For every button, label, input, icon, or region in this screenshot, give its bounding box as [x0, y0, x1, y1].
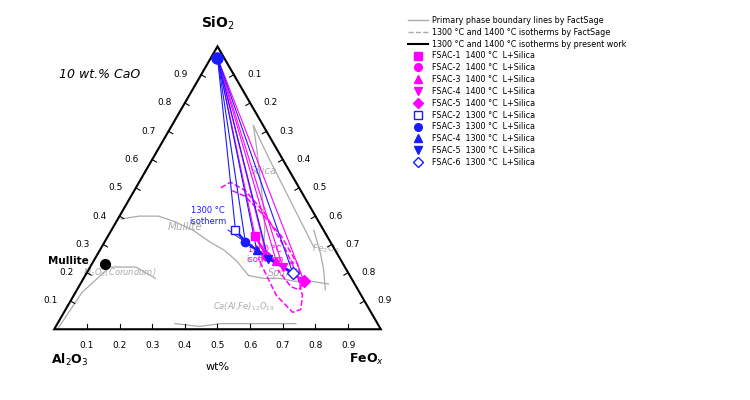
- Text: 0.7: 0.7: [345, 240, 359, 249]
- Text: 0.8: 0.8: [308, 341, 322, 350]
- Text: 0.4: 0.4: [296, 155, 310, 164]
- Text: 0.3: 0.3: [145, 341, 159, 350]
- Text: 0.1: 0.1: [43, 296, 58, 306]
- Text: 0.3: 0.3: [280, 127, 294, 136]
- Text: Fe$_2$O$_3$: Fe$_2$O$_3$: [312, 242, 340, 254]
- Text: 1400 °C
isotherm: 1400 °C isotherm: [246, 245, 294, 264]
- Text: Al$_2$O$_3$: Al$_2$O$_3$: [51, 352, 88, 368]
- Text: 0.1: 0.1: [247, 70, 261, 79]
- Text: 0.7: 0.7: [276, 341, 290, 350]
- Text: Ca(Al,Fe)$_{12}$O$_{19}$: Ca(Al,Fe)$_{12}$O$_{19}$: [213, 300, 274, 313]
- Text: 0.8: 0.8: [158, 98, 172, 108]
- Text: Mullite: Mullite: [48, 256, 88, 266]
- Text: Silica: Silica: [250, 166, 277, 176]
- Text: 0.3: 0.3: [76, 240, 90, 249]
- Text: 0.4: 0.4: [178, 341, 192, 350]
- Text: 0.8: 0.8: [362, 268, 376, 277]
- Text: 0.2: 0.2: [263, 98, 278, 108]
- Text: FeO$_x$: FeO$_x$: [349, 352, 384, 367]
- Text: SiO$_2$: SiO$_2$: [200, 14, 235, 32]
- Text: 0.9: 0.9: [341, 341, 356, 350]
- Text: 0.9: 0.9: [377, 296, 392, 306]
- Text: 0.4: 0.4: [92, 212, 106, 221]
- Text: 0.5: 0.5: [210, 341, 225, 350]
- Text: 1300 °C
isotherm: 1300 °C isotherm: [189, 206, 254, 248]
- Text: 0.6: 0.6: [124, 155, 139, 164]
- Text: 0.9: 0.9: [174, 70, 188, 79]
- Text: M$_2$O$_3$(Corundum): M$_2$O$_3$(Corundum): [82, 266, 156, 279]
- Text: 0.2: 0.2: [59, 268, 74, 277]
- Legend: Primary phase boundary lines by FactSage, 1300 °C and 1400 °C isotherms by FactS: Primary phase boundary lines by FactSage…: [408, 16, 626, 167]
- Text: 0.5: 0.5: [109, 183, 123, 192]
- Text: Mullite: Mullite: [167, 222, 202, 232]
- Text: 0.7: 0.7: [141, 127, 155, 136]
- Text: 0.1: 0.1: [80, 341, 94, 350]
- Text: Spinel: Spinel: [268, 268, 298, 278]
- Text: 0.6: 0.6: [243, 341, 257, 350]
- Text: 0.6: 0.6: [328, 212, 343, 221]
- Text: 10 wt.% CaO: 10 wt.% CaO: [59, 68, 140, 81]
- Text: wt%: wt%: [206, 362, 230, 372]
- Text: 0.2: 0.2: [112, 341, 127, 350]
- Text: 0.5: 0.5: [312, 183, 326, 192]
